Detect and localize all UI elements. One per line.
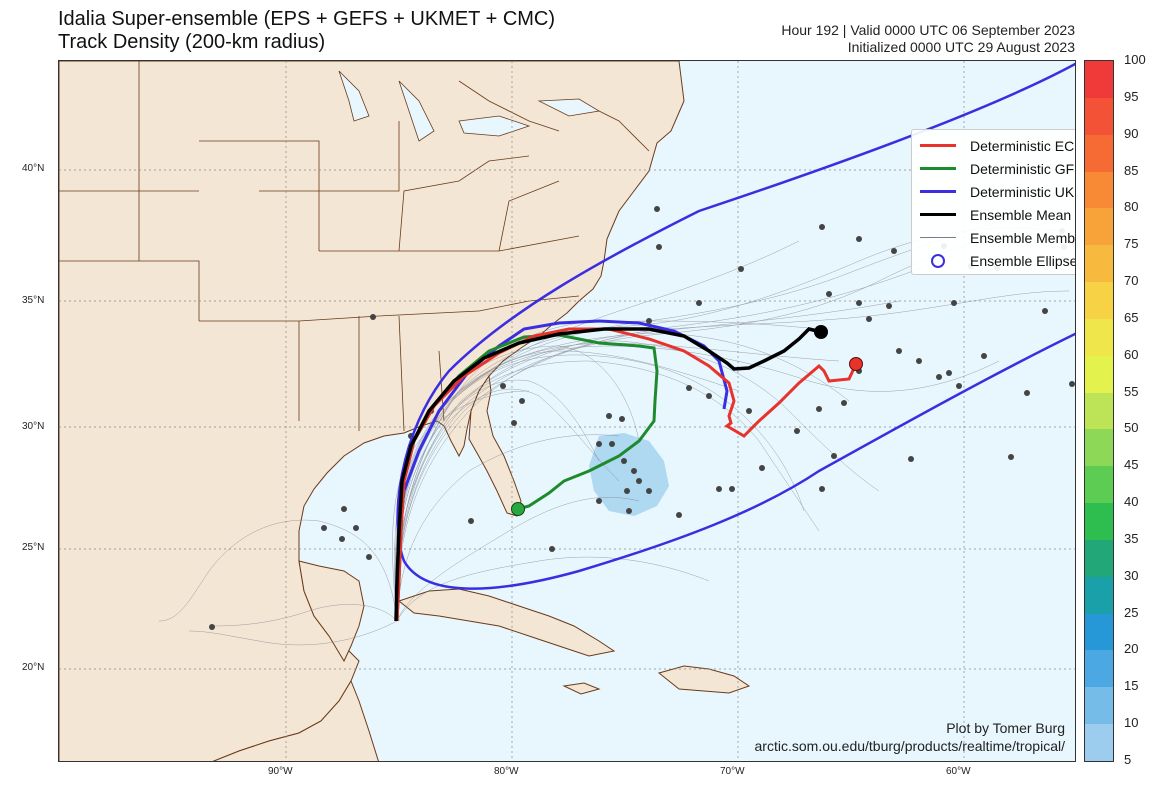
colorbar-segment [1085,171,1113,209]
legend: Deterministic ECMWF Deterministic GFS De… [911,129,1076,275]
colorbar-label: 30 [1124,567,1139,583]
land-central-america [212,679,379,761]
lat-label-25: 25°N [22,542,45,553]
land-yucatan [298,560,365,663]
colorbar-label: 70 [1124,273,1139,289]
legend-label-ellipse: Ensemble Ellipse [970,252,1076,269]
land-jamaica [562,682,601,695]
colorbar-segment [1085,282,1113,320]
colorbar-label: 50 [1124,420,1139,436]
colorbar-label: 10 [1124,715,1139,731]
legend-label-ukmet: Deterministic UKMET [970,183,1075,200]
colorbar-segment [1085,134,1113,172]
title-line-2: Track Density (200-km radius) [58,31,326,53]
colorbar-label: 15 [1124,678,1139,694]
map-panel[interactable]: Deterministic ECMWF Deterministic GFS De… [58,60,1076,762]
legend-label-gfs: Deterministic GFS [970,160,1076,177]
legend-item-ukmet: Deterministic UKMET [920,180,1075,203]
lat-label-20: 20°N [22,662,45,673]
legend-item-ecmwf: Deterministic ECMWF [920,134,1075,157]
colorbar-segment [1085,429,1113,467]
state-borders [59,61,650,432]
track-ensemble-mean[interactable] [394,327,822,622]
land-hispaniola [657,665,751,694]
colorbar-segment [1085,687,1113,725]
legend-swatch-ukmet [920,190,956,193]
colorbar-label: 25 [1124,604,1139,620]
mean-endpoint[interactable] [814,325,828,339]
great-lakes [338,70,601,142]
lon-label-90: 90°W [268,766,293,777]
legend-label-ecmwf: Deterministic ECMWF [970,137,1075,154]
legend-swatch-ecmwf [920,144,956,147]
colorbar-label: 75 [1124,236,1139,252]
legend-item-mean: Ensemble Mean [920,203,1075,226]
legend-swatch-members [920,237,956,238]
colorbar-segment [1085,650,1113,688]
land-north-america [59,61,685,761]
colorbar-segment [1085,61,1113,99]
legend-swatch-mean [920,213,956,216]
credit-line-1: Plot by Tomer Burg [946,720,1065,736]
colorbar-label: 95 [1124,88,1139,104]
land-florida [468,374,522,517]
ecmwf-endpoint[interactable] [849,357,863,371]
ellipse-circle-icon [931,253,945,268]
colorbar-segment [1085,466,1113,504]
colorbar-label: 40 [1124,494,1139,510]
colorbar-label: 85 [1124,162,1139,178]
colorbar-segment [1085,392,1113,430]
density-blob [589,433,669,516]
credit: Plot by Tomer Burg arctic.som.ou.edu/tbu… [755,719,1065,755]
gfs-endpoint[interactable] [511,502,525,516]
colorbar-segment [1085,355,1113,394]
colorbar-segment [1085,245,1113,283]
lat-label-30: 30°N [22,421,45,432]
legend-item-members: Ensemble Members [920,226,1076,249]
colorbar-label: 35 [1124,530,1139,546]
colorbar-label: 65 [1124,309,1139,325]
colorbar-label: 45 [1124,457,1139,473]
lat-label-35: 35°N [22,295,45,306]
legend-label-mean: Ensemble Mean [970,206,1072,223]
colorbar-segment [1085,576,1113,615]
colorbar-label: 100 [1124,52,1146,67]
chart-title: Idalia Super-ensemble (EPS + GEFS + UKME… [58,8,555,54]
colorbar-segment [1085,503,1113,541]
colorbar-segment [1085,97,1113,136]
lon-label-60: 60°W [946,766,971,777]
colorbar-segment [1085,208,1113,246]
colorbar-segment [1085,539,1113,578]
title-line-1: Idalia Super-ensemble (EPS + GEFS + UKME… [58,8,556,30]
colorbar-segment [1085,724,1113,762]
legend-item-ellipse: Ensemble Ellipse [920,249,1076,272]
lon-label-70: 70°W [720,766,745,777]
legend-swatch-gfs [920,167,956,170]
legend-item-gfs: Deterministic GFS [920,157,1076,180]
map-svg [59,61,1075,761]
colorbar-label: 20 [1124,641,1139,657]
colorbar [1084,60,1114,762]
colorbar-label: 90 [1124,125,1139,141]
colorbar-label: 60 [1124,346,1139,362]
credit-line-2: arctic.som.ou.edu/tburg/products/realtim… [754,738,1065,754]
colorbar-segment [1085,318,1113,357]
colorbar-segment [1085,613,1113,651]
init-time: Initialized 0000 UTC 29 August 2023 [847,39,1075,55]
land-cuba [397,588,616,657]
valid-time: Hour 192 | Valid 0000 UTC 06 September 2… [781,22,1075,38]
colorbar-label: 5 [1124,752,1132,767]
lon-label-80: 80°W [494,766,519,777]
colorbar-label: 55 [1124,383,1139,399]
ensemble-endpoints [209,206,1075,630]
colorbar-label: 80 [1124,199,1139,215]
lat-label-40: 40°N [22,163,45,174]
header-right: Hour 192 | Valid 0000 UTC 06 September 2… [781,22,1075,56]
legend-label-members: Ensemble Members [970,229,1076,246]
legend-swatch-ellipse [920,253,956,268]
